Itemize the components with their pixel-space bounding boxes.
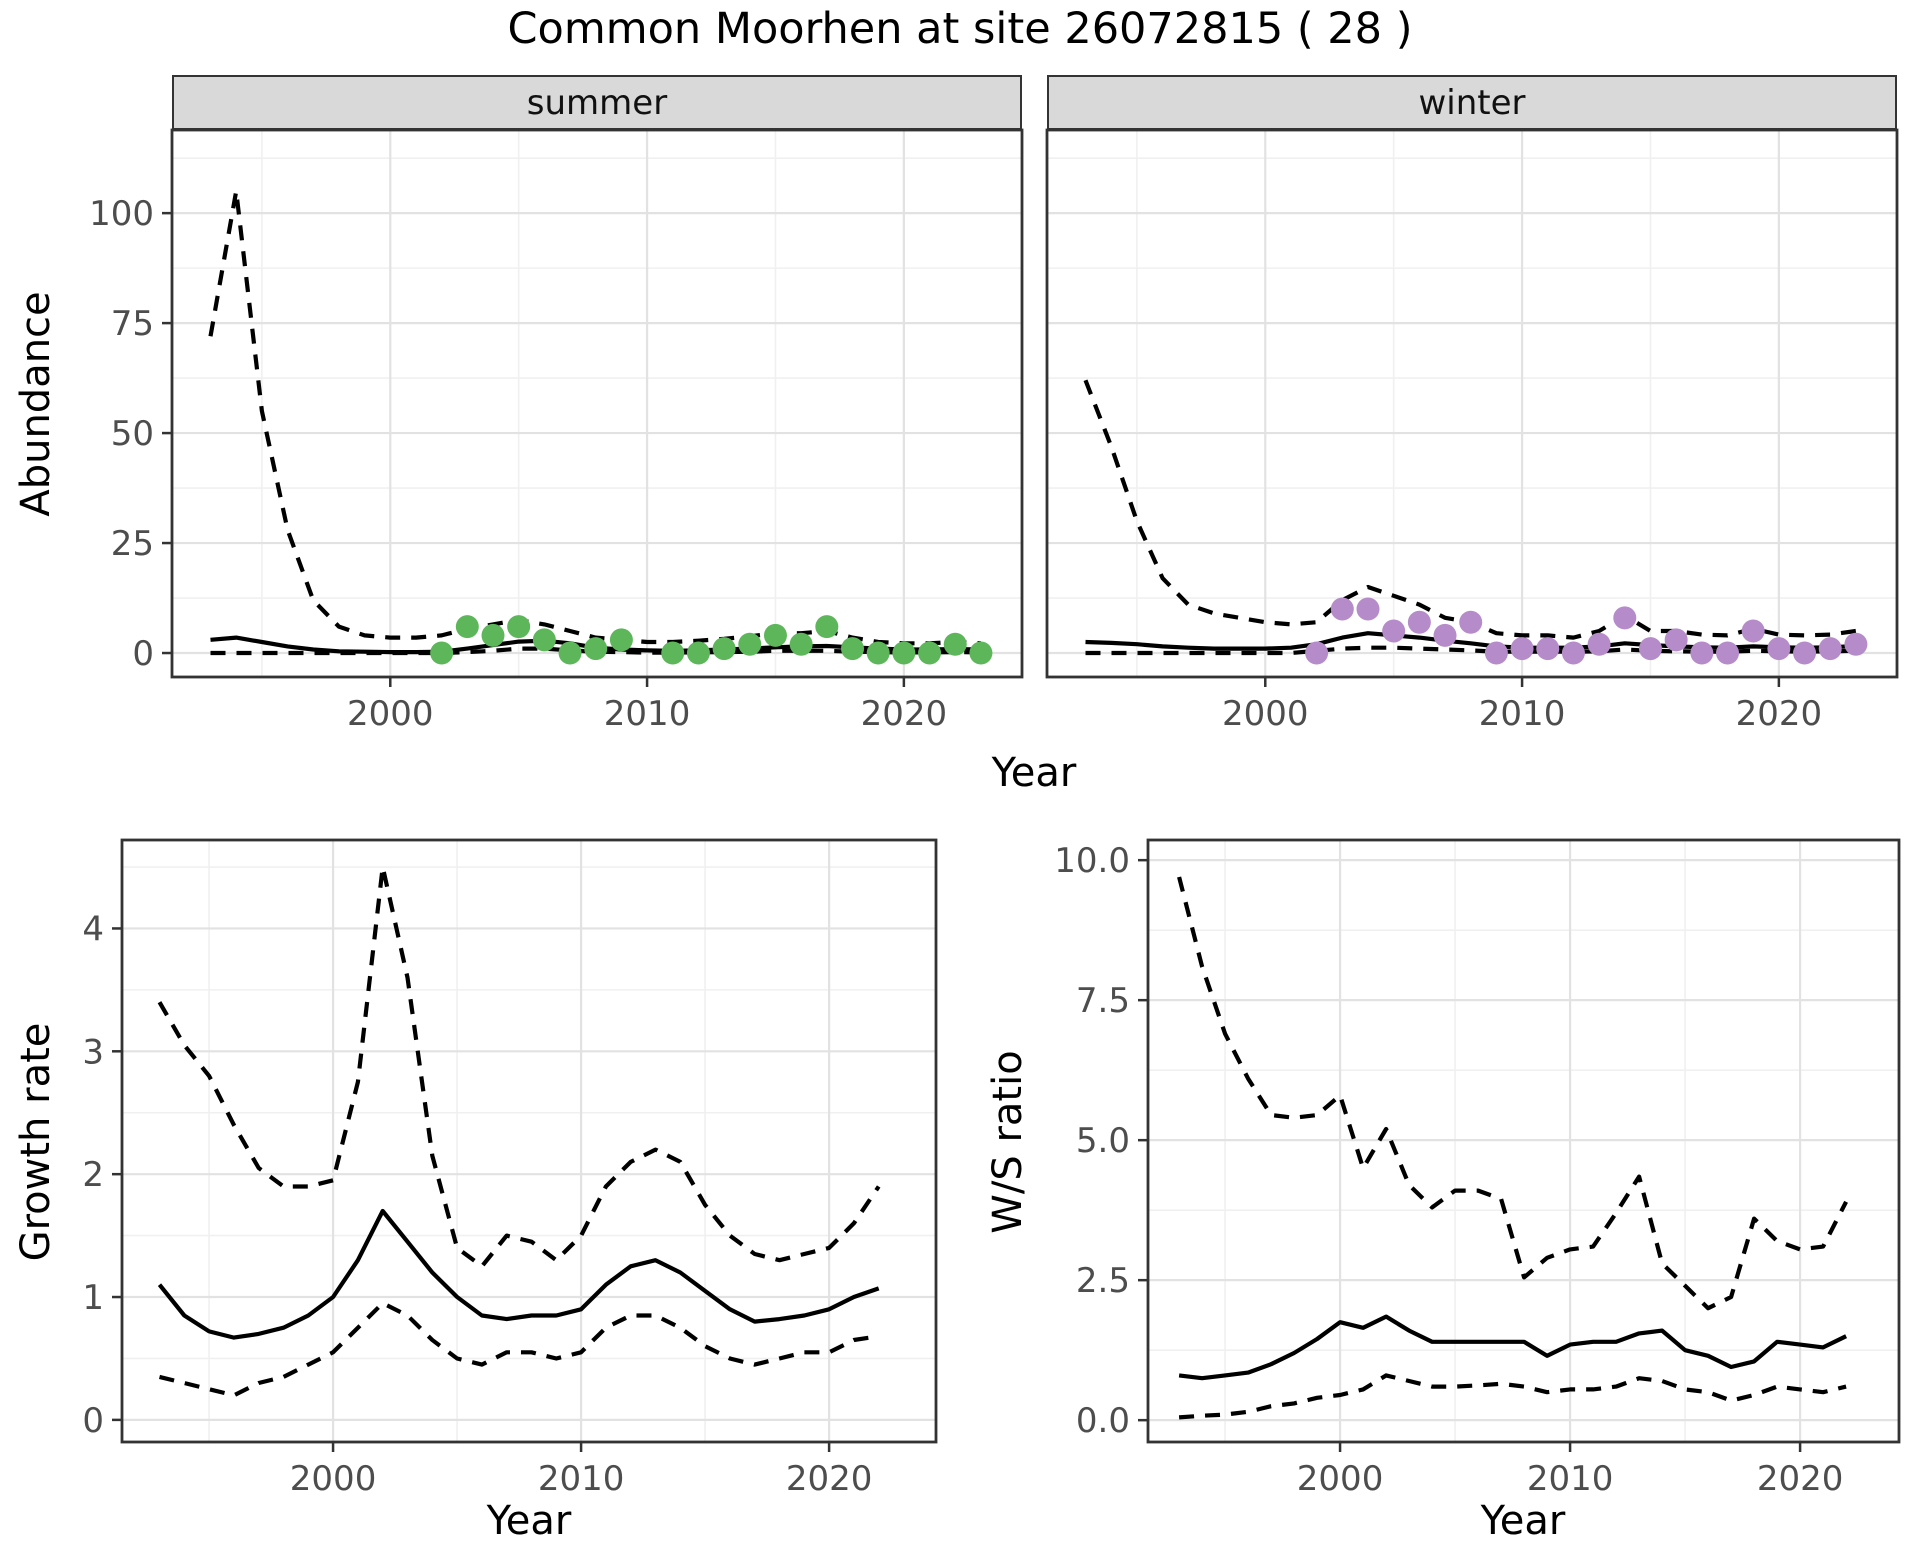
svg-text:2010: 2010	[1527, 1459, 1614, 1499]
svg-text:2: 2	[82, 1155, 104, 1195]
facet-strip-winter-label: winter	[1418, 82, 1526, 123]
svg-text:2000: 2000	[347, 694, 434, 734]
svg-text:1: 1	[82, 1278, 104, 1318]
facet-strip-summer-label: summer	[526, 82, 668, 123]
svg-text:2010: 2010	[1479, 694, 1566, 734]
svg-text:2000: 2000	[1297, 1459, 1384, 1499]
svg-text:0: 0	[82, 1401, 104, 1441]
x-axis-title-year-top: Year	[991, 750, 1077, 796]
svg-text:7.5: 7.5	[1076, 981, 1130, 1021]
y-axis-title-abundance: Abundance	[13, 291, 59, 517]
y-axis-title-growth-rate: Growth rate	[13, 1022, 59, 1262]
svg-text:2000: 2000	[1222, 694, 1309, 734]
facet-strip-summer: summer	[172, 75, 1022, 130]
svg-text:2000: 2000	[290, 1459, 377, 1499]
svg-text:100: 100	[89, 194, 154, 234]
svg-text:5.0: 5.0	[1076, 1121, 1130, 1161]
y-axis-title-ws-ratio: W/S ratio	[985, 1050, 1031, 1234]
x-axis-title-year-ws: Year	[1480, 1498, 1566, 1544]
svg-text:2010: 2010	[538, 1459, 625, 1499]
svg-text:2020: 2020	[1757, 1459, 1844, 1499]
svg-text:50: 50	[111, 414, 154, 454]
svg-text:3: 3	[82, 1032, 104, 1072]
svg-text:75: 75	[111, 304, 154, 344]
svg-text:2.5: 2.5	[1076, 1261, 1130, 1301]
page-title: Common Moorhen at site 26072815 ( 28 )	[507, 4, 1413, 54]
svg-text:2010: 2010	[604, 694, 691, 734]
svg-text:25: 25	[111, 524, 154, 564]
svg-text:2020: 2020	[861, 694, 948, 734]
facet-strip-winter: winter	[1047, 75, 1897, 130]
svg-text:10.0: 10.0	[1054, 841, 1130, 881]
svg-text:4: 4	[82, 909, 104, 949]
svg-text:2020: 2020	[786, 1459, 873, 1499]
svg-text:0.0: 0.0	[1076, 1401, 1130, 1441]
x-axis-title-year-growth: Year	[486, 1498, 572, 1544]
svg-text:0: 0	[132, 634, 154, 674]
svg-text:2020: 2020	[1736, 694, 1823, 734]
